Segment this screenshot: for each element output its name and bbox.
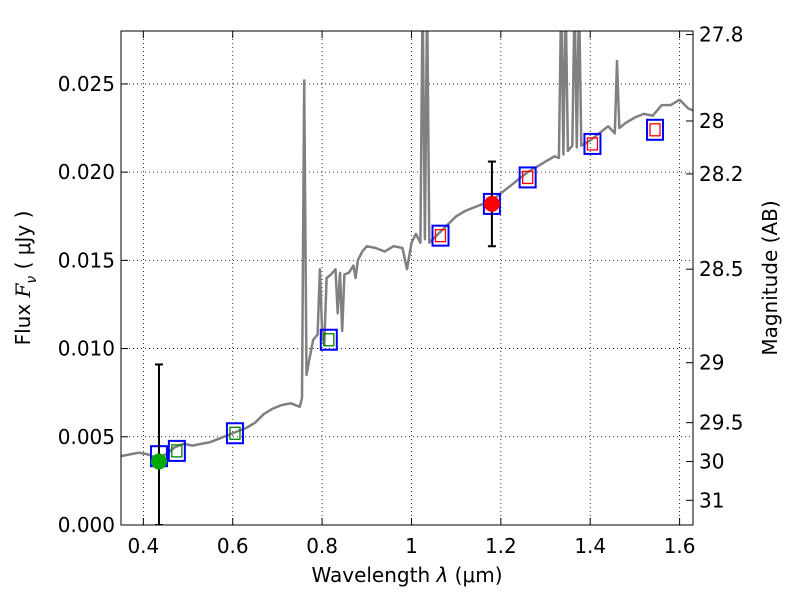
x-tick-label: 1.4 bbox=[574, 534, 606, 558]
grid bbox=[121, 31, 693, 525]
x-tick-label: 0.8 bbox=[306, 534, 338, 558]
plot-frame bbox=[120, 30, 694, 526]
model-photometry-square bbox=[646, 118, 665, 141]
model-photometry-square bbox=[319, 328, 338, 351]
mag-tick-label: 27.8 bbox=[699, 23, 744, 47]
model-photometry-square bbox=[431, 224, 450, 247]
y-tick-label: 0.015 bbox=[58, 248, 115, 272]
x-tick-label: 1.2 bbox=[485, 534, 517, 558]
y-tick-label: 0.000 bbox=[58, 513, 115, 537]
y-axis-label-unit: ( μJy ) bbox=[11, 211, 35, 276]
mag-tick-label: 28.5 bbox=[699, 257, 744, 281]
y-axis-label-subscript: ν bbox=[24, 276, 40, 284]
observed-photometry-square bbox=[323, 333, 335, 347]
observed-photometry-square bbox=[649, 123, 661, 137]
model-photometry-square bbox=[583, 132, 602, 155]
x-tick-label: 1.6 bbox=[664, 534, 696, 558]
y-tick-label: 0.005 bbox=[58, 425, 115, 449]
model-photometry-square bbox=[225, 422, 244, 445]
detection-point bbox=[483, 195, 500, 212]
mag-tick-label: 29 bbox=[699, 351, 724, 375]
detection-point bbox=[150, 453, 167, 470]
y-axis-label-symbol: F bbox=[11, 282, 35, 298]
spectrum-line bbox=[121, 31, 693, 460]
x-axis-label-prefix: Wavelength bbox=[311, 563, 436, 587]
observed-photometry-square bbox=[522, 170, 534, 185]
x-tick-label: 1 bbox=[405, 534, 418, 558]
y-tick-label: 0.025 bbox=[58, 72, 115, 96]
x-axis-label-symbol: λ bbox=[435, 563, 448, 587]
mag-tick-label: 31 bbox=[699, 488, 724, 512]
mag-tick-label: 29.5 bbox=[699, 411, 744, 435]
y-tick-label: 0.010 bbox=[58, 337, 115, 361]
model-photometry-square bbox=[518, 166, 537, 189]
y2-axis-label: Magnitude (AB) bbox=[758, 200, 782, 355]
y-axis-label: Flux Fν ( μJy ) bbox=[11, 211, 40, 346]
observed-photometry-square bbox=[229, 426, 241, 440]
ticks: 0.4 0.6 0.8 1 1.2 1.4 1.6 0.000 0.005 0.010 0.015 0… bbox=[58, 23, 744, 558]
x-axis-label: Wavelength λ (μm) bbox=[311, 563, 502, 587]
observed-photometry-square bbox=[434, 229, 447, 243]
y-axis-label-prefix: Flux bbox=[11, 297, 35, 345]
x-tick-label: 0.6 bbox=[217, 534, 249, 558]
mag-tick-label: 30 bbox=[699, 449, 724, 473]
model-photometry-square bbox=[167, 439, 186, 462]
series bbox=[121, 31, 693, 525]
mag-tick-label: 28 bbox=[699, 109, 724, 133]
y-tick-label: 0.020 bbox=[58, 160, 115, 184]
x-axis-label-unit: (μm) bbox=[448, 563, 502, 587]
observed-photometry-square bbox=[171, 444, 183, 458]
x-tick-label: 0.4 bbox=[127, 534, 159, 558]
mag-tick-label: 28.2 bbox=[699, 162, 744, 186]
observed-photometry-square bbox=[586, 137, 599, 151]
